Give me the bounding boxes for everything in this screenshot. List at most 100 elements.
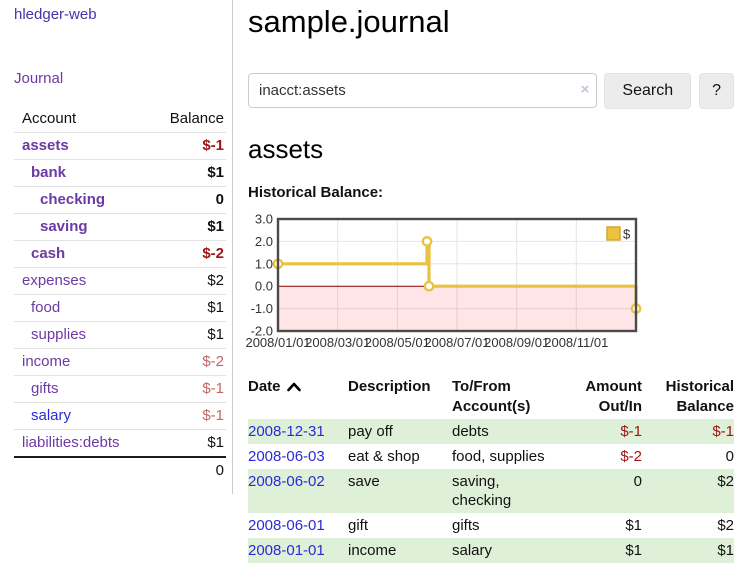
account-link-assets[interactable]: assets	[22, 137, 69, 154]
legend-swatch	[606, 226, 621, 241]
account-row: expenses $2	[14, 267, 226, 295]
transaction-description: gift	[348, 517, 369, 534]
transaction-description: pay off	[348, 419, 452, 444]
svg-text:2008/07/01: 2008/07/01	[424, 335, 489, 350]
account-balance: $-1	[146, 375, 226, 403]
account-link-income[interactable]: income	[22, 353, 71, 370]
transaction-amount: $-2	[620, 448, 642, 465]
search-button[interactable]: Search	[604, 73, 692, 109]
y-axis-labels: 3.0 2.0 1.0 0.0 -1.0 -2.0	[251, 212, 273, 339]
account-page-title: assets	[248, 134, 324, 164]
account-link-food[interactable]: food	[31, 299, 61, 316]
historical-balance-chart: $ 3.0 2.0 1.0 0.0 -1.0 -2.0 2008/01/01 2…	[245, 212, 642, 350]
plot-border	[276, 217, 638, 333]
search-input[interactable]	[248, 73, 598, 108]
transaction-accounts: food, supplies	[452, 448, 545, 465]
account-link-cash[interactable]: cash	[31, 245, 66, 262]
transaction-balance: 0	[725, 448, 734, 465]
transaction-balance: $-1	[642, 419, 734, 444]
transaction-description: eat & shop	[348, 448, 420, 465]
date-column-header[interactable]: Date	[248, 375, 348, 419]
legend-label: $	[623, 227, 631, 242]
account-balance: $2	[146, 267, 226, 295]
transaction-balance: $2	[642, 469, 734, 513]
app-brand: hledger-web	[14, 6, 232, 23]
transaction-row: 2008-12-31 pay off debts $-1 $-1	[248, 419, 734, 444]
transaction-accounts: debts	[452, 419, 554, 444]
svg-text:2008/11/01: 2008/11/01	[544, 335, 608, 350]
account-row: assets $-1	[14, 132, 226, 160]
account-column-header: Account	[22, 110, 77, 127]
amount-column-header: Amount Out/In	[585, 378, 642, 415]
account-row: cash $-2	[14, 240, 226, 268]
svg-text:-2.0: -2.0	[251, 324, 273, 339]
svg-text:2008/09/01: 2008/09/01	[484, 335, 549, 350]
account-link-salary[interactable]: salary	[31, 407, 72, 424]
account-balance: $-1	[146, 132, 226, 160]
account-row: food $1	[14, 294, 226, 322]
balance-column-header: Historical Balance	[665, 378, 734, 415]
tofrom-column-header: To/From Account(s)	[452, 378, 531, 415]
account-balance: $-2	[146, 240, 226, 268]
transaction-row: 2008-06-03 eat & shop food, supplies $-2…	[248, 444, 734, 469]
negative-region	[278, 286, 636, 331]
transaction-date-link[interactable]: 2008-01-01	[248, 542, 325, 559]
account-row: salary $-1	[14, 402, 226, 430]
account-row: gifts $-1	[14, 375, 226, 403]
account-balance: $-1	[146, 402, 226, 430]
transaction-amount: 0	[554, 469, 642, 513]
account-balance: $1	[146, 294, 226, 322]
account-row: supplies $1	[14, 321, 226, 349]
sidebar: hledger-web Journal Account Balance asse…	[0, 0, 233, 494]
transaction-description: income	[348, 538, 452, 563]
account-row: liabilities:debts $1	[14, 429, 226, 457]
transaction-row: 2008-06-01 gift gifts $1 $2	[248, 513, 734, 538]
sidebar-item-journal[interactable]: Journal	[14, 70, 64, 87]
transaction-accounts: salary	[452, 538, 554, 563]
account-link-liabilities-debts[interactable]: liabilities:debts	[22, 434, 120, 451]
clear-search-icon[interactable]: ×	[580, 81, 590, 98]
svg-text:0.0: 0.0	[255, 279, 273, 294]
description-column-header: Description	[348, 378, 431, 395]
account-table-header: Account Balance	[14, 107, 226, 133]
register-header-row: Date Description To/From Account(s) Amou…	[248, 375, 734, 419]
transaction-date-link[interactable]: 2008-12-31	[248, 423, 325, 440]
transaction-amount: $-1	[554, 419, 642, 444]
account-link-gifts[interactable]: gifts	[31, 380, 59, 397]
account-link-saving[interactable]: saving	[40, 218, 88, 235]
account-balance-table: Account Balance assets $-1 bank $1 check…	[14, 107, 226, 484]
svg-text:-1.0: -1.0	[251, 301, 273, 316]
account-link-bank[interactable]: bank	[31, 164, 67, 181]
page-title: sample.journal	[248, 4, 450, 39]
help-button[interactable]: ?	[699, 73, 734, 109]
transaction-date-link[interactable]: 2008-06-01	[248, 517, 325, 534]
account-row: bank $1	[14, 159, 226, 187]
chart-title: Historical Balance:	[248, 184, 384, 201]
account-row: saving $1	[14, 213, 226, 241]
account-balance: $1	[146, 213, 226, 241]
x-axis-labels: 2008/01/01 2008/03/01 2008/05/01 2008/07…	[245, 335, 608, 350]
account-total-row: 0	[14, 456, 226, 484]
svg-text:2008/01/01: 2008/01/01	[245, 335, 310, 350]
brand-link[interactable]: hledger-web	[14, 6, 97, 23]
main-content: sample.journal × Search ? assets Histori…	[233, 0, 742, 587]
search-box: ×	[248, 73, 598, 109]
svg-text:3.0: 3.0	[255, 212, 273, 227]
sidebar-nav: Journal	[14, 70, 232, 87]
account-link-supplies[interactable]: supplies	[31, 326, 87, 343]
transaction-balance: $2	[717, 517, 734, 534]
transaction-row: 2008-06-02 save saving, checking 0 $2	[248, 469, 734, 513]
account-link-expenses[interactable]: expenses	[22, 272, 87, 289]
account-total-balance: 0	[146, 456, 226, 484]
transaction-accounts: gifts	[452, 517, 480, 534]
svg-text:2.0: 2.0	[255, 234, 273, 249]
transaction-accounts: saving, checking	[452, 469, 554, 513]
transaction-date-link[interactable]: 2008-06-03	[248, 448, 325, 465]
transaction-date-link[interactable]: 2008-06-02	[248, 473, 325, 490]
account-balance: $-2	[146, 348, 226, 376]
transaction-balance: $1	[642, 538, 734, 563]
svg-text:2008/03/01: 2008/03/01	[305, 335, 370, 350]
svg-text:1.0: 1.0	[255, 256, 273, 271]
account-link-checking[interactable]: checking	[40, 191, 106, 208]
